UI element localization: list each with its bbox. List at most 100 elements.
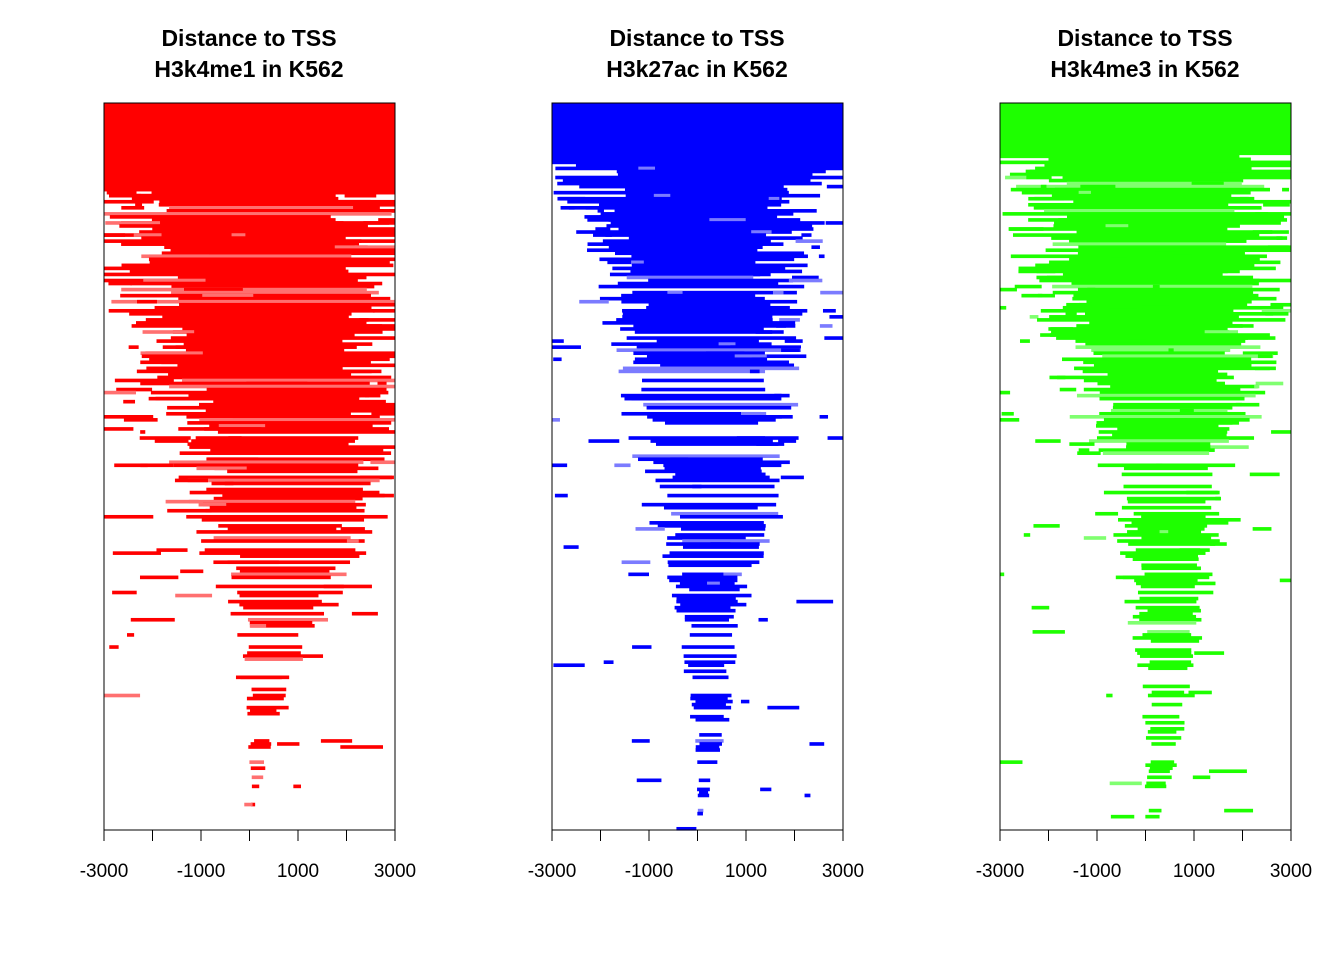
heatmap-cell xyxy=(178,296,391,301)
heatmap-cell xyxy=(171,290,379,295)
heatmap-cell xyxy=(175,593,213,598)
heatmap-cell xyxy=(1279,578,1291,583)
heatmap-cell xyxy=(1035,439,1061,443)
heatmap-cell xyxy=(250,708,277,713)
heatmap-cell xyxy=(1110,408,1228,413)
heatmap-cell xyxy=(178,427,389,431)
heatmap-cell xyxy=(778,439,797,443)
heatmap-cell xyxy=(247,617,328,622)
heatmap-cell xyxy=(321,393,361,398)
heatmap-cell xyxy=(1127,499,1206,504)
heatmap-cell xyxy=(625,193,821,198)
heatmap-cell xyxy=(1112,433,1227,437)
heatmap-cell xyxy=(206,487,363,492)
heatmap-cell xyxy=(1118,517,1225,522)
heatmap-cell xyxy=(617,172,807,177)
heatmap-cell xyxy=(631,260,644,265)
heatmap-cell xyxy=(1204,330,1239,334)
heatmap-cell xyxy=(620,327,764,331)
panel-title-line2: H3k4me1 in K562 xyxy=(154,56,343,82)
heatmap-cell xyxy=(1145,736,1182,740)
heatmap-cell xyxy=(628,436,799,440)
heatmap-cell xyxy=(199,551,367,555)
heatmap-cell xyxy=(104,145,395,150)
heatmap-cell xyxy=(638,199,646,204)
heatmap-cell xyxy=(681,527,766,531)
heatmap-cell xyxy=(608,245,763,249)
heatmap-cell xyxy=(618,227,814,231)
heatmap-cell xyxy=(671,511,779,516)
heatmap-cell xyxy=(1095,511,1119,516)
heatmap-cell xyxy=(582,178,608,183)
heatmap-cell xyxy=(659,484,775,489)
heatmap-cell xyxy=(141,254,352,259)
heatmap-cell xyxy=(1204,324,1243,328)
heatmap-cell xyxy=(552,103,843,107)
heatmap-cell xyxy=(361,260,379,265)
heatmap-cell xyxy=(284,218,326,222)
heatmap-cell xyxy=(1048,327,1073,331)
x-tick-label: 1000 xyxy=(277,861,319,882)
heatmap-cell xyxy=(227,527,337,531)
heatmap-cell xyxy=(1152,411,1166,416)
heatmap-cell xyxy=(1171,551,1177,555)
heatmap-cell xyxy=(169,384,395,389)
heatmap-cell xyxy=(196,466,247,471)
heatmap-cell xyxy=(1171,224,1207,228)
heatmap-cell xyxy=(1210,445,1249,449)
heatmap-cell xyxy=(1093,351,1225,356)
heatmap-cell xyxy=(249,348,296,352)
heatmap-cell xyxy=(1149,766,1173,771)
heatmap-cell xyxy=(634,330,784,334)
heatmap-cell xyxy=(1000,106,1291,110)
heatmap-cell xyxy=(1110,384,1258,389)
heatmap-cell xyxy=(121,287,367,292)
heatmap-cell xyxy=(587,248,758,253)
heatmap-cell xyxy=(121,263,394,268)
heatmap-cell xyxy=(1000,103,1291,107)
heatmap-cell xyxy=(684,617,730,622)
heatmap-cell xyxy=(251,687,287,692)
heatmap-cell xyxy=(667,560,760,565)
heatmap-cell xyxy=(310,227,345,231)
heatmap-cell xyxy=(568,205,768,210)
heatmap-cell xyxy=(1000,133,1291,137)
heatmap-cell xyxy=(663,463,782,468)
heatmap-cell xyxy=(1052,290,1254,295)
heatmap-cell xyxy=(237,590,343,595)
heatmap-cell xyxy=(692,675,729,680)
heatmap-cell xyxy=(1040,184,1047,189)
heatmap-cell xyxy=(1180,324,1194,328)
heatmap-cell xyxy=(183,342,373,346)
heatmap-cell xyxy=(624,187,788,192)
heatmap-cell xyxy=(145,318,202,322)
heatmap-cell xyxy=(170,248,395,253)
heatmap-cell xyxy=(686,196,708,201)
heatmap-cell xyxy=(1188,190,1203,195)
heatmap-cell xyxy=(1187,163,1225,168)
heatmap-cell xyxy=(1072,296,1277,301)
heatmap-cell xyxy=(587,218,615,222)
x-tick-label: 3000 xyxy=(1270,861,1312,882)
heatmap-cell xyxy=(246,705,289,710)
heatmap-cell xyxy=(177,275,367,280)
heatmap-cell xyxy=(218,524,342,528)
heatmap-cell xyxy=(824,336,843,340)
heatmap-cell xyxy=(610,221,825,225)
heatmap-cell xyxy=(222,493,394,498)
heatmap-cell xyxy=(1071,281,1259,286)
heatmap-cell xyxy=(655,442,779,446)
heatmap-cell xyxy=(1057,375,1234,380)
heatmap-cell xyxy=(703,318,716,322)
heatmap-cell xyxy=(129,269,349,274)
heatmap-cell xyxy=(127,633,135,637)
heatmap-cell xyxy=(209,424,373,428)
heatmap-cell xyxy=(1000,148,1291,153)
heatmap-cell xyxy=(1102,451,1210,455)
heatmap-cell xyxy=(1089,321,1233,325)
heatmap-cell xyxy=(1123,466,1208,471)
heatmap-cell xyxy=(1137,651,1192,655)
heatmap-cell xyxy=(1126,496,1221,501)
heatmap-cell xyxy=(104,233,126,237)
heatmap-cell xyxy=(587,242,784,246)
